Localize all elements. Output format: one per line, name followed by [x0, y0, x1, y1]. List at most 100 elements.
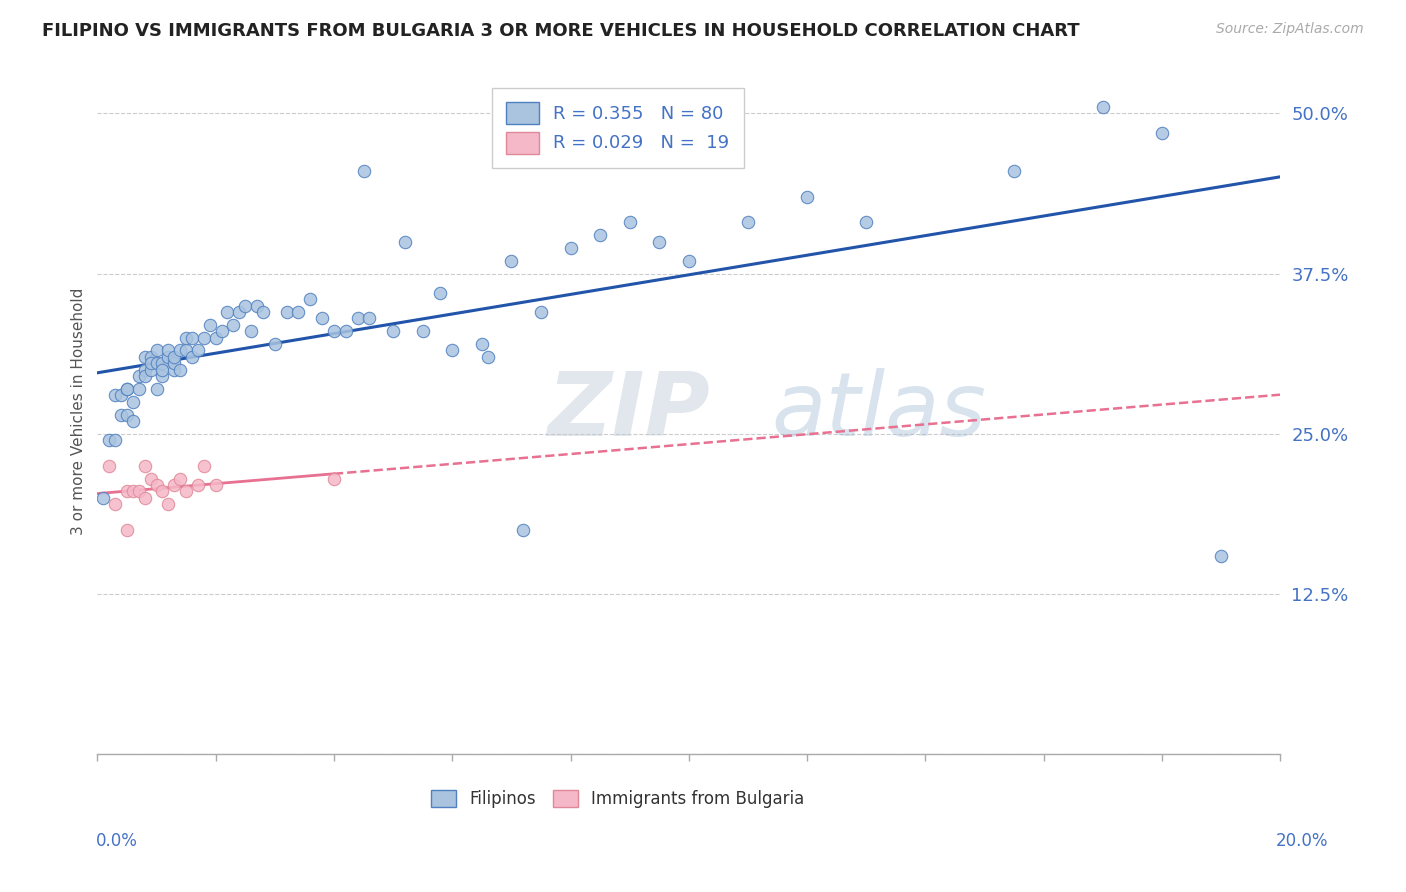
Point	[222, 318, 245, 332]
Point	[104, 388, 127, 402]
Point	[115, 484, 138, 499]
Point	[115, 523, 138, 537]
Point	[181, 350, 204, 364]
Point	[91, 491, 114, 505]
Point	[187, 343, 209, 358]
Point	[139, 362, 162, 376]
Point	[1002, 164, 1025, 178]
Point	[145, 478, 167, 492]
Point	[174, 484, 197, 499]
Text: atlas: atlas	[772, 368, 987, 454]
Point	[163, 478, 186, 492]
Point	[678, 253, 700, 268]
Point	[193, 458, 215, 473]
Point	[471, 337, 494, 351]
Point	[512, 523, 534, 537]
Point	[204, 331, 226, 345]
Point	[311, 311, 333, 326]
Point	[299, 292, 322, 306]
Point	[1150, 126, 1173, 140]
Point	[134, 491, 156, 505]
Point	[246, 299, 269, 313]
Point	[157, 350, 180, 364]
Text: 20.0%: 20.0%	[1277, 831, 1329, 849]
Point	[353, 164, 375, 178]
Point	[157, 343, 180, 358]
Point	[477, 350, 499, 364]
Text: FILIPINO VS IMMIGRANTS FROM BULGARIA 3 OR MORE VEHICLES IN HOUSEHOLD CORRELATION: FILIPINO VS IMMIGRANTS FROM BULGARIA 3 O…	[42, 22, 1080, 40]
Point	[323, 472, 346, 486]
Point	[204, 478, 226, 492]
Point	[382, 324, 405, 338]
Point	[394, 235, 416, 249]
Point	[619, 215, 641, 229]
Point	[648, 235, 671, 249]
Point	[1091, 100, 1114, 114]
Point	[181, 331, 204, 345]
Point	[134, 458, 156, 473]
Point	[139, 472, 162, 486]
Point	[128, 382, 150, 396]
Point	[233, 299, 256, 313]
Point	[187, 478, 209, 492]
Point	[134, 362, 156, 376]
Point	[139, 350, 162, 364]
Point	[252, 305, 274, 319]
Point	[104, 434, 127, 448]
Point	[1211, 549, 1233, 563]
Point	[412, 324, 434, 338]
Point	[121, 484, 143, 499]
Point	[163, 356, 186, 370]
Point	[169, 343, 191, 358]
Point	[110, 408, 132, 422]
Point	[145, 356, 167, 370]
Point	[346, 311, 368, 326]
Point	[145, 343, 167, 358]
Point	[169, 362, 191, 376]
Text: ZIP: ZIP	[547, 368, 710, 455]
Point	[501, 253, 523, 268]
Point	[163, 362, 186, 376]
Point	[441, 343, 464, 358]
Point	[560, 241, 582, 255]
Point	[855, 215, 877, 229]
Point	[323, 324, 346, 338]
Point	[589, 228, 612, 243]
Point	[211, 324, 233, 338]
Point	[98, 434, 121, 448]
Point	[145, 382, 167, 396]
Point	[152, 362, 174, 376]
Text: Source: ZipAtlas.com: Source: ZipAtlas.com	[1216, 22, 1364, 37]
Point	[121, 414, 143, 428]
Point	[263, 337, 285, 351]
Point	[193, 331, 215, 345]
Text: 0.0%: 0.0%	[96, 831, 138, 849]
Point	[157, 497, 180, 511]
Point	[104, 497, 127, 511]
Point	[152, 369, 174, 384]
Point	[152, 356, 174, 370]
Point	[335, 324, 357, 338]
Point	[128, 484, 150, 499]
Point	[139, 356, 162, 370]
Point	[115, 382, 138, 396]
Point	[174, 343, 197, 358]
Point	[115, 408, 138, 422]
Point	[737, 215, 759, 229]
Point	[128, 369, 150, 384]
Point	[429, 285, 451, 300]
Legend: Filipinos, Immigrants from Bulgaria: Filipinos, Immigrants from Bulgaria	[425, 783, 811, 814]
Point	[530, 305, 553, 319]
Y-axis label: 3 or more Vehicles in Household: 3 or more Vehicles in Household	[72, 288, 86, 535]
Point	[240, 324, 263, 338]
Point	[134, 350, 156, 364]
Point	[228, 305, 250, 319]
Point	[796, 190, 818, 204]
Point	[276, 305, 298, 319]
Point	[174, 331, 197, 345]
Point	[359, 311, 381, 326]
Point	[169, 472, 191, 486]
Point	[163, 350, 186, 364]
Point	[287, 305, 309, 319]
Point	[115, 382, 138, 396]
